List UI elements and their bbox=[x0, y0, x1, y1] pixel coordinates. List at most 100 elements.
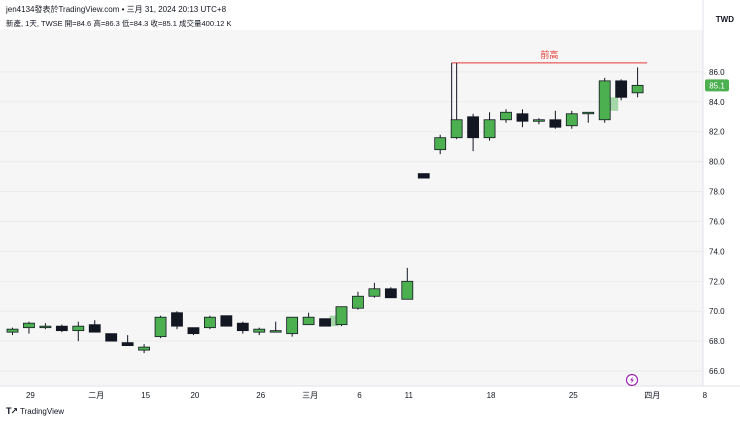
candle-body bbox=[286, 316, 299, 335]
y-tick-label: 74.0 bbox=[709, 247, 725, 256]
y-tick-label: 66.0 bbox=[709, 367, 725, 376]
y-tick-label: 72.0 bbox=[709, 277, 725, 286]
candle[interactable] bbox=[171, 311, 183, 330]
candle[interactable] bbox=[286, 316, 299, 337]
event-marker[interactable] bbox=[625, 373, 639, 387]
y-tick-label: 68.0 bbox=[709, 337, 725, 346]
candle-body bbox=[138, 346, 151, 351]
candle[interactable] bbox=[138, 344, 151, 354]
y-tick-label: 84.0 bbox=[709, 98, 725, 107]
candle[interactable] bbox=[483, 112, 496, 141]
gridlines bbox=[0, 0, 740, 387]
y-tick-label: 78.0 bbox=[709, 188, 725, 197]
candle-body bbox=[467, 116, 480, 139]
candle[interactable] bbox=[598, 77, 611, 123]
candle[interactable] bbox=[533, 118, 545, 125]
candle-body bbox=[319, 318, 331, 327]
y-tick-label: 76.0 bbox=[709, 217, 725, 226]
candle[interactable] bbox=[434, 134, 447, 155]
plot-area[interactable] bbox=[0, 30, 703, 386]
candle[interactable] bbox=[154, 315, 167, 339]
currency-label[interactable]: TWD bbox=[715, 15, 734, 24]
candle-body bbox=[565, 113, 578, 127]
candle[interactable] bbox=[500, 109, 512, 123]
candle-body bbox=[335, 306, 348, 326]
candle[interactable] bbox=[121, 335, 134, 347]
candle[interactable] bbox=[384, 287, 397, 299]
candle[interactable] bbox=[253, 327, 266, 336]
resistance-label: 前高 bbox=[540, 49, 558, 60]
y-tick-label: 86.0 bbox=[709, 68, 725, 77]
candle[interactable] bbox=[352, 291, 364, 310]
x-tick-label: 29 bbox=[26, 391, 35, 400]
y-tick-label: 80.0 bbox=[709, 158, 725, 167]
y-tick-label: 70.0 bbox=[709, 307, 725, 316]
last-price-label: 85.1 bbox=[709, 81, 725, 90]
candle[interactable] bbox=[335, 306, 348, 327]
candle[interactable] bbox=[401, 267, 414, 300]
candle[interactable] bbox=[302, 312, 315, 326]
candle[interactable] bbox=[631, 67, 644, 98]
candle-body bbox=[72, 325, 85, 332]
candle-body bbox=[450, 119, 463, 139]
candle[interactable] bbox=[450, 62, 463, 140]
candle[interactable] bbox=[615, 79, 628, 101]
candle[interactable] bbox=[417, 173, 430, 179]
candle-body bbox=[121, 342, 134, 347]
time-axis[interactable]: 29 二月 15 20 26 三月 6 11 18 25 四月 8 bbox=[26, 391, 708, 400]
candle-body bbox=[23, 322, 35, 329]
candle[interactable] bbox=[88, 320, 101, 333]
x-tick-label: 8 bbox=[703, 391, 708, 400]
candle-body bbox=[269, 330, 282, 333]
resistance-annotation[interactable]: 前高 bbox=[451, 49, 648, 120]
x-tick-label: 20 bbox=[190, 391, 199, 400]
candle[interactable] bbox=[467, 113, 480, 152]
candle-body bbox=[598, 80, 611, 121]
candle[interactable] bbox=[368, 282, 381, 298]
candle-body bbox=[6, 328, 19, 333]
price-axis[interactable]: 66.0 68.0 70.0 72.0 74.0 76.0 78.0 80.0 82.0 84.0… bbox=[705, 68, 729, 376]
candle[interactable] bbox=[236, 321, 249, 334]
candle[interactable] bbox=[23, 321, 35, 334]
candle[interactable] bbox=[39, 323, 52, 330]
candle[interactable] bbox=[55, 324, 68, 333]
tradingview-footer[interactable]: T↗ TradingView bbox=[6, 406, 64, 417]
candle-body bbox=[615, 80, 628, 98]
candle-body bbox=[352, 295, 364, 309]
x-tick-label: 11 bbox=[405, 391, 414, 400]
candle[interactable] bbox=[187, 327, 200, 336]
candle[interactable] bbox=[203, 315, 216, 330]
lightning-bolt bbox=[630, 376, 634, 384]
candle-body bbox=[88, 324, 101, 333]
candle[interactable] bbox=[269, 321, 282, 333]
candle-body bbox=[516, 113, 529, 122]
candles[interactable] bbox=[6, 62, 644, 354]
candle-body bbox=[384, 288, 397, 299]
candle-body bbox=[417, 173, 430, 179]
candle-body bbox=[401, 280, 414, 300]
last-price-tag[interactable] bbox=[705, 79, 729, 92]
candle-body bbox=[549, 119, 562, 128]
candle-body bbox=[582, 111, 595, 115]
x-tick-label: 26 bbox=[256, 391, 265, 400]
candle[interactable] bbox=[220, 315, 233, 327]
candle[interactable] bbox=[319, 318, 331, 327]
candle[interactable] bbox=[6, 327, 19, 336]
x-tick-label: 6 bbox=[357, 391, 362, 400]
ohlc-legend: 新產, 1天, TWSE 開=84.6 高=86.3 低=84.3 收=85.1… bbox=[6, 19, 232, 28]
x-tick-label: 25 bbox=[569, 391, 578, 400]
candle-body bbox=[253, 328, 266, 333]
candle-body bbox=[187, 327, 200, 335]
candle[interactable] bbox=[105, 333, 118, 342]
candle-body bbox=[368, 288, 381, 297]
candle[interactable] bbox=[516, 109, 529, 128]
candle[interactable] bbox=[549, 110, 562, 129]
candle[interactable] bbox=[565, 110, 578, 129]
candle-body bbox=[55, 325, 68, 332]
x-tick-label: 二月 bbox=[88, 391, 104, 400]
candle-body bbox=[154, 316, 167, 338]
candle-body bbox=[533, 119, 545, 122]
candle[interactable] bbox=[582, 111, 595, 123]
candle[interactable] bbox=[72, 321, 85, 342]
